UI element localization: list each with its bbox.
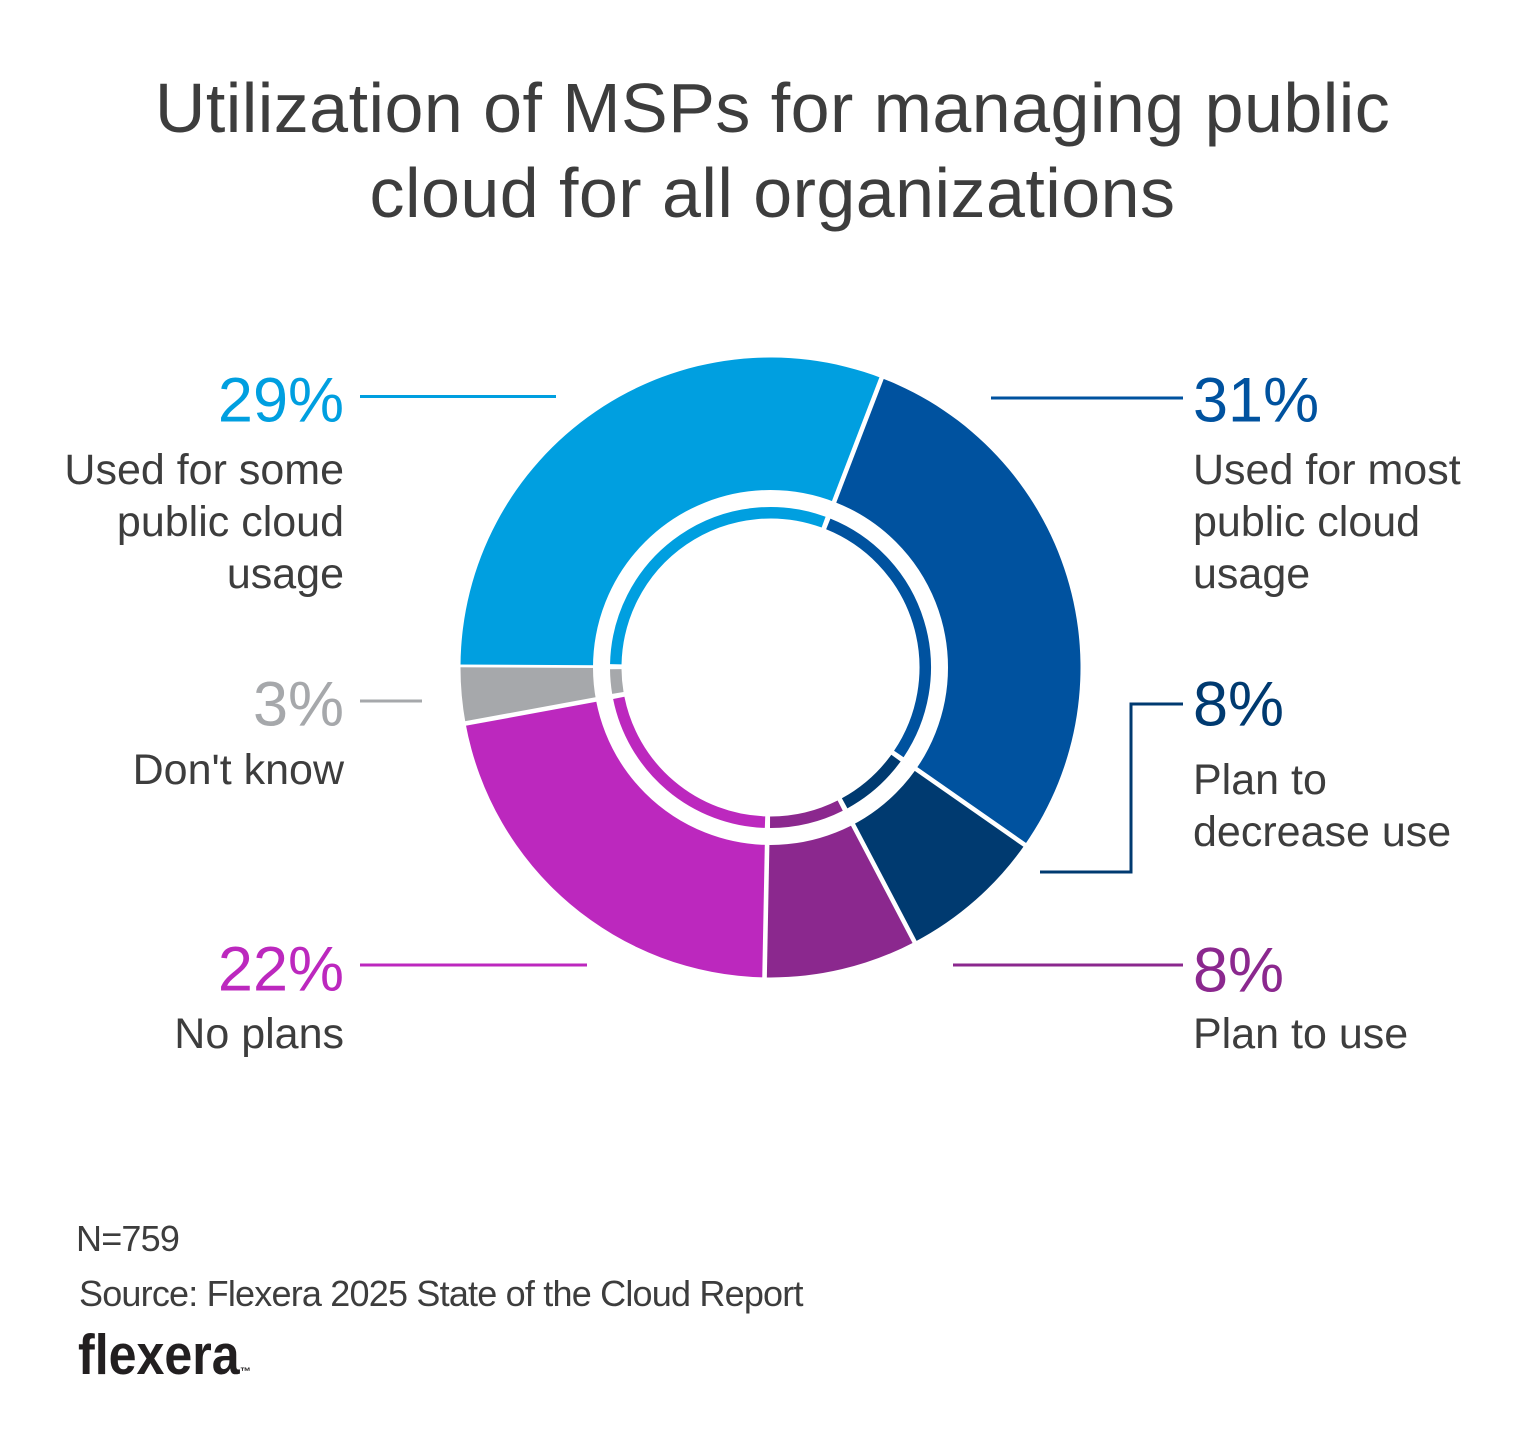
svg-text:N=759: N=759	[76, 1218, 179, 1259]
svg-text:3%: 3%	[253, 670, 344, 740]
svg-text:8%: 8%	[1193, 936, 1284, 1006]
svg-text:Source: Flexera 2025 State of: Source: Flexera 2025 State of the Cloud …	[79, 1273, 803, 1314]
svg-text:31%: 31%	[1193, 366, 1319, 436]
svg-text:29%: 29%	[218, 366, 344, 436]
svg-text:usage: usage	[227, 550, 344, 598]
svg-text:™: ™	[240, 1366, 251, 1378]
svg-text:public cloud: public cloud	[117, 498, 344, 546]
svg-text:cloud for all organizations: cloud for all organizations	[370, 154, 1176, 232]
svg-text:Used for some: Used for some	[64, 446, 344, 494]
svg-text:Plan to: Plan to	[1193, 756, 1327, 804]
svg-text:Utilization of MSPs for managi: Utilization of MSPs for managing public	[155, 69, 1390, 147]
svg-text:Plan to use: Plan to use	[1193, 1010, 1408, 1058]
svg-text:No plans: No plans	[174, 1010, 344, 1058]
svg-text:public cloud: public cloud	[1193, 498, 1420, 546]
svg-text:usage: usage	[1193, 550, 1310, 598]
svg-text:decrease use: decrease use	[1193, 808, 1451, 856]
svg-text:flexera: flexera	[78, 1323, 241, 1387]
svg-text:Don't know: Don't know	[133, 746, 345, 794]
svg-text:22%: 22%	[218, 935, 344, 1005]
svg-text:8%: 8%	[1193, 670, 1284, 740]
svg-text:Used for most: Used for most	[1193, 446, 1461, 494]
